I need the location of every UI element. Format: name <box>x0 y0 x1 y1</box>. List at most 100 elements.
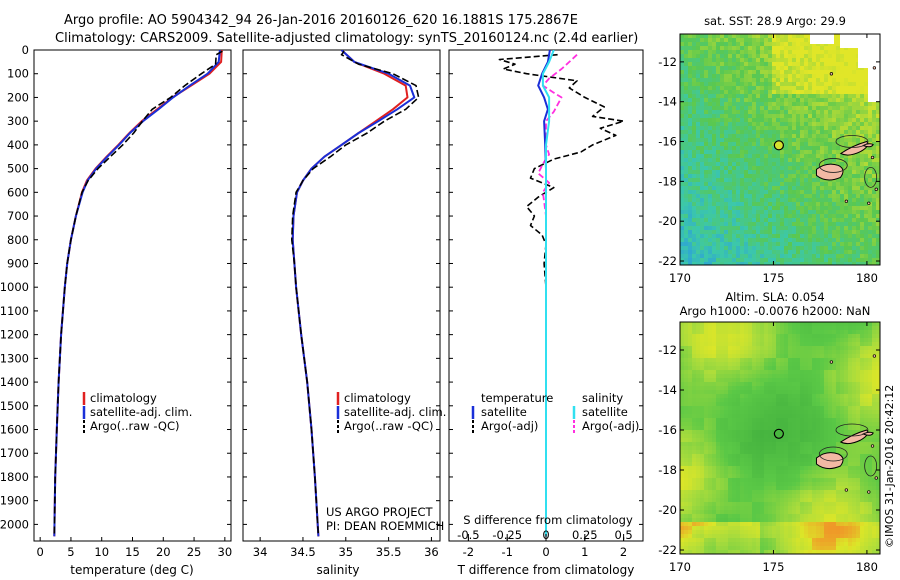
map-cell <box>872 378 877 383</box>
map-cell <box>812 118 817 123</box>
map-cell <box>872 202 877 207</box>
map-cell <box>700 214 705 219</box>
map-cell <box>704 410 709 415</box>
map-cell <box>848 386 853 391</box>
map-cell <box>708 138 713 143</box>
map-cell <box>684 330 689 335</box>
map-cell <box>776 178 781 183</box>
map-cell <box>752 166 757 171</box>
map-cell <box>684 50 689 55</box>
map-cell <box>756 226 761 231</box>
map-cell <box>796 170 801 175</box>
map-cell <box>816 118 821 123</box>
map-cell <box>804 226 809 231</box>
map-cell <box>688 130 693 135</box>
map-cell <box>692 198 697 203</box>
map-cell <box>712 410 717 415</box>
map-cell <box>724 114 729 119</box>
map-cell <box>828 110 833 115</box>
map-cell <box>860 374 865 379</box>
map-cell <box>796 250 801 255</box>
map-cell <box>740 398 745 403</box>
map-cell <box>688 170 693 175</box>
map-cell <box>848 198 853 203</box>
map-cell <box>752 106 757 111</box>
map-cell <box>716 258 721 263</box>
map-cell <box>700 74 705 79</box>
map-cell <box>844 206 849 211</box>
map-cell <box>860 382 865 387</box>
map-cell <box>864 78 869 83</box>
x-tick-label: -2 <box>463 545 474 559</box>
map-cell <box>788 406 793 411</box>
map-cell <box>828 246 833 251</box>
map-cell <box>696 170 701 175</box>
map-cell <box>680 38 685 43</box>
map-cell <box>844 250 849 255</box>
map-cell <box>716 182 721 187</box>
map-cell <box>812 450 817 455</box>
map-cell <box>744 362 749 367</box>
map-cell <box>756 42 761 47</box>
map-cell <box>760 166 765 171</box>
map-cell <box>788 70 793 75</box>
map-cell <box>800 34 805 39</box>
map-cell <box>692 126 697 131</box>
map-cell <box>816 126 821 131</box>
map-cell <box>688 434 693 439</box>
map-cell <box>868 222 873 227</box>
map-cell <box>684 378 689 383</box>
map-cell <box>800 230 805 235</box>
map-cell <box>724 210 729 215</box>
map-cell <box>792 442 797 447</box>
map-cell <box>856 70 861 75</box>
map-cell <box>756 78 761 83</box>
map-cell <box>752 78 757 83</box>
map-cell <box>772 326 777 331</box>
map-cell <box>856 182 861 187</box>
map-cell <box>796 226 801 231</box>
map-cell <box>768 134 773 139</box>
map-cell <box>760 226 765 231</box>
map-cell <box>840 226 845 231</box>
map-cell <box>696 326 701 331</box>
map-cell <box>816 446 821 451</box>
map-cell <box>688 118 693 123</box>
map-cell <box>780 362 785 367</box>
map-cell <box>744 426 749 431</box>
map-cell <box>752 326 757 331</box>
map-cell <box>776 90 781 95</box>
map-cell <box>684 442 689 447</box>
map-cell <box>700 402 705 407</box>
map-cell <box>740 138 745 143</box>
map-cell <box>764 202 769 207</box>
map-cell <box>820 90 825 95</box>
map-cell <box>684 422 689 427</box>
map-cell <box>784 390 789 395</box>
map-cell <box>804 422 809 427</box>
difference-legend: temperature satellite Argo(-adj) salinit… <box>471 391 639 433</box>
map-cell <box>840 346 845 351</box>
map-cell <box>692 70 697 75</box>
map-cell <box>848 62 853 67</box>
map-cell <box>684 254 689 259</box>
map-cell <box>852 254 857 259</box>
map-cell <box>724 254 729 259</box>
map-cell <box>864 206 869 211</box>
map-cell <box>832 130 837 135</box>
map-cell <box>868 154 873 159</box>
map-cell <box>796 54 801 59</box>
map-cell <box>780 430 785 435</box>
map-cell <box>752 138 757 143</box>
map-cell <box>812 394 817 399</box>
map-cell <box>692 210 697 215</box>
map-cell <box>700 34 705 39</box>
map-cell <box>744 82 749 87</box>
map-cell <box>724 258 729 263</box>
map-cell <box>780 186 785 191</box>
map-cell <box>872 434 877 439</box>
map-cell <box>832 70 837 75</box>
map-cell <box>808 262 813 265</box>
map-cell <box>740 430 745 435</box>
map-cell <box>812 422 817 427</box>
